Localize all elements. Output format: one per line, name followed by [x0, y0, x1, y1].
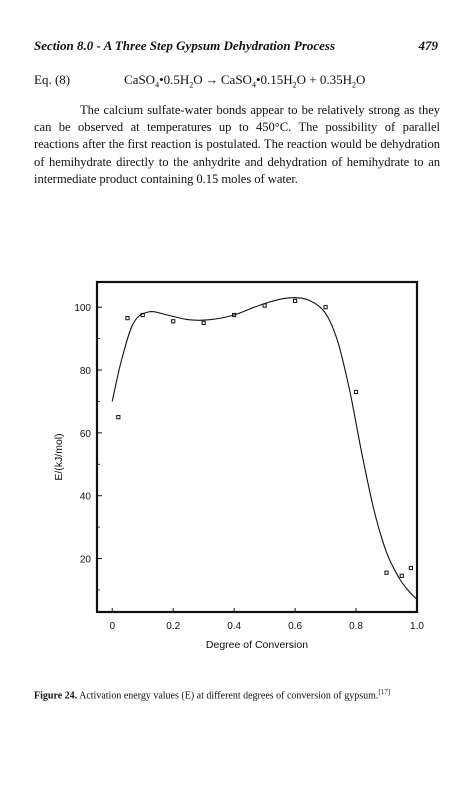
y-tick-label: 100 [74, 303, 91, 314]
data-point [232, 312, 237, 318]
activation-energy-chart: 20 40 60 80 100 0 0.2 0.4 0.6 0.8 1.0 Degree of Con… [53, 280, 424, 651]
page-number: 479 [418, 38, 439, 53]
caption-ref: [17] [378, 688, 391, 696]
figure-caption: Figure 24. Activation energy values (E) … [34, 688, 454, 701]
eq-lhs-end: O [193, 72, 203, 87]
y-tick-label: 20 [80, 555, 92, 566]
eq-lhs: CaSO [124, 72, 156, 87]
data-point [399, 573, 404, 578]
eq-sub: 4 [251, 80, 256, 90]
running-header: Section 8.0 - A Three Step Gypsum Dehydr… [34, 38, 438, 54]
y-tick-label: 40 [80, 492, 92, 503]
x-tick-label: 1.0 [410, 621, 424, 632]
eq-lhs-mid: •0.5H [159, 72, 190, 87]
data-point [408, 565, 414, 571]
y-axis-label: E/(kJ/mol) [53, 433, 65, 480]
data-point [140, 312, 145, 318]
x-tick-label: 0.6 [288, 621, 302, 632]
y-tick-label: 60 [80, 429, 92, 440]
body-paragraph: The calcium sulfate-water bonds appear t… [34, 103, 440, 186]
equation-body: CaSO4•0.5H2O → CaSO4•0.15H2O + 0.35H2O [124, 72, 438, 90]
data-point [323, 305, 328, 310]
data-point [384, 570, 389, 575]
eq-rhs: CaSO [220, 72, 252, 87]
plot-frame [95, 280, 419, 614]
x-axis-label: Degree of Conversion [206, 639, 308, 651]
y-tick-label: 80 [80, 366, 92, 377]
x-tick-label: 0.8 [349, 621, 363, 632]
caption-label: Figure 24. [34, 690, 78, 702]
eq-sub: 2 [352, 80, 356, 90]
caption-text: Activation energy values (E) at differen… [77, 690, 379, 702]
equation-label: Eq. (8) [34, 72, 71, 87]
data-point [125, 316, 130, 321]
eq-sub: 2 [292, 80, 297, 90]
eq-sub: 4 [155, 80, 160, 90]
data-point [116, 415, 121, 420]
eq-rhs-tail: O [356, 72, 366, 87]
data-point [201, 320, 206, 325]
equation: Eq. (8) CaSO4•0.5H2O → CaSO4•0.15H2O + 0… [34, 72, 438, 90]
fit-curve [111, 297, 418, 600]
eq-sub: 2 [189, 80, 194, 90]
data-point [292, 298, 298, 303]
section-title: Section 8.0 - A Three Step Gypsum Dehydr… [34, 38, 336, 53]
x-tick-label: 0.2 [166, 621, 180, 632]
data-point [262, 303, 267, 308]
eq-arrow: → [205, 72, 219, 87]
x-tick-label: 0.4 [227, 621, 241, 632]
eq-rhs-mid: •0.15H [255, 72, 293, 87]
data-point [171, 319, 176, 324]
x-tick-label: 0 [109, 621, 115, 632]
data-point [353, 389, 359, 395]
eq-rhs-end: O + 0.35H [296, 72, 352, 87]
